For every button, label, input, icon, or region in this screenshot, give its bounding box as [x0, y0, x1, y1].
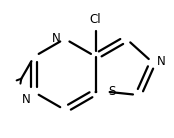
- Text: N: N: [21, 93, 30, 106]
- Text: S: S: [108, 85, 115, 98]
- Text: N: N: [157, 55, 165, 68]
- Text: Cl: Cl: [90, 13, 101, 26]
- Text: N: N: [52, 32, 60, 45]
